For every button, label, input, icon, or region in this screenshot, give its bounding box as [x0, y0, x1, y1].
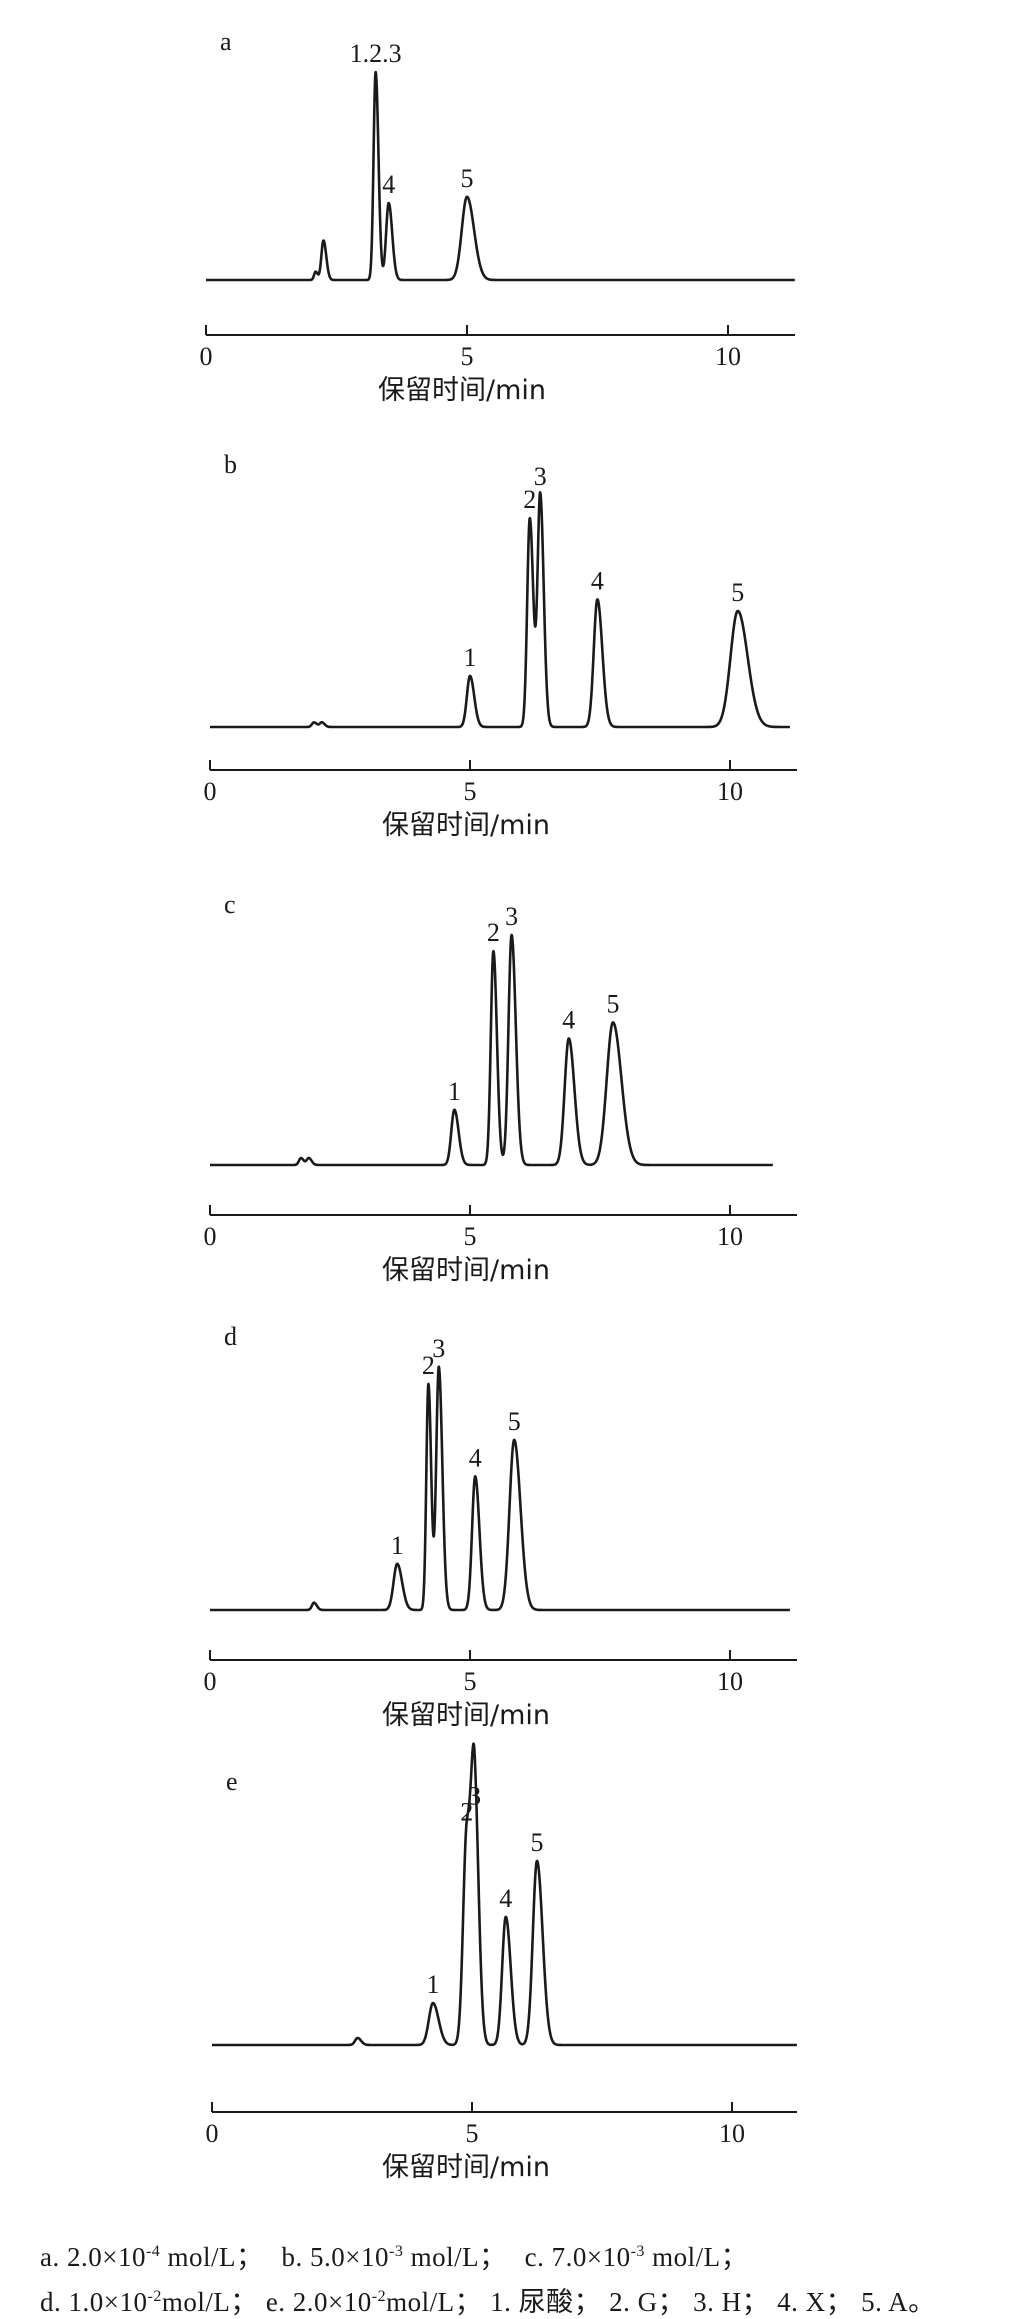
- peak-label-d-3: 3: [432, 1334, 445, 1363]
- caption-line-2: d. 1.0×10-2mol/L； e. 2.0×10-2mol/L； 1. 尿酸；…: [40, 2280, 1020, 2319]
- caption-item: b. 5.0×10-3 mol/L；: [281, 2242, 507, 2272]
- chromatogram-trace-e: [210, 1742, 798, 2047]
- peak-label-b-5: 5: [731, 578, 744, 607]
- caption-item: d. 1.0×10-2mol/L；: [40, 2287, 258, 2317]
- x-tick-label-d-10: 10: [717, 1667, 743, 1696]
- peak-label-b-4: 4: [591, 566, 604, 595]
- chart-panel-a: 1.2.3 4 5 a 0 5 10 保留时间/min: [200, 27, 796, 406]
- x-tick-label-a-10: 10: [715, 342, 741, 371]
- panel-letter-e: e: [226, 1767, 238, 1796]
- peak-label-d-4: 4: [469, 1443, 482, 1472]
- x-axis-label-a: 保留时间/min: [378, 375, 546, 406]
- chromatogram-trace-a: [204, 70, 796, 282]
- caption-exponent: -4: [145, 2243, 161, 2260]
- caption-exponent: -3: [389, 2243, 404, 2260]
- x-tick-label-b-10: 10: [717, 777, 743, 806]
- x-tick-label-e-0: 0: [206, 2119, 219, 2148]
- caption-exponent: -2: [147, 2288, 162, 2305]
- peak-label-a-4: 4: [382, 170, 395, 199]
- caption-item: a. 2.0×10-4 mol/L；: [40, 2242, 264, 2272]
- caption-item: 3. H；: [693, 2287, 770, 2317]
- x-axis-label-d: 保留时间/min: [382, 1700, 550, 1731]
- peak-label-e-3: 3: [468, 1781, 481, 1810]
- x-tick-label-b-5: 5: [464, 777, 477, 806]
- peak-label-c-1: 1: [448, 1077, 461, 1106]
- caption-item: 1. 尿酸；: [490, 2287, 602, 2317]
- peak-label-c-5: 5: [607, 989, 620, 1018]
- caption-item: 2. G；: [609, 2287, 686, 2317]
- peak-label-c-3: 3: [505, 902, 518, 931]
- x-tick-label-a-0: 0: [200, 342, 213, 371]
- panel-letter-d: d: [224, 1322, 237, 1351]
- caption-item: e. 2.0×10-2mol/L；: [265, 2287, 483, 2317]
- peak-label-e-4: 4: [499, 1884, 512, 1913]
- x-tick-label-c-0: 0: [204, 1222, 217, 1251]
- panel-letter-c: c: [224, 890, 236, 919]
- x-tick-label-e-10: 10: [719, 2119, 745, 2148]
- peak-label-d-1: 1: [391, 1531, 404, 1560]
- x-tick-label-b-0: 0: [204, 777, 217, 806]
- panel-letter-a: a: [220, 27, 232, 56]
- peak-label-a-1.2.3: 1.2.3: [350, 39, 402, 68]
- x-tick-label-e-5: 5: [466, 2119, 479, 2148]
- peak-label-c-2: 2: [487, 918, 500, 947]
- x-axis-label-b: 保留时间/min: [382, 810, 550, 841]
- caption-line-1: a. 2.0×10-4 mol/L； b. 5.0×10-3 mol/L； c. 7…: [40, 2235, 1020, 2274]
- peak-label-e-2: 2: [460, 1798, 473, 1827]
- x-tick-label-c-10: 10: [717, 1222, 743, 1251]
- x-axis-label-e: 保留时间/min: [382, 2152, 550, 2183]
- x-tick-label-a-5: 5: [461, 342, 474, 371]
- x-tick-label-c-5: 5: [464, 1222, 477, 1251]
- x-tick-label-d-5: 5: [464, 1667, 477, 1696]
- caption-item: 5. A。: [861, 2287, 936, 2317]
- caption-item: 4. X；: [777, 2287, 854, 2317]
- chromatogram-trace-c: [208, 933, 774, 1167]
- caption-exponent: -3: [630, 2243, 645, 2260]
- chromatogram-trace-d: [208, 1365, 791, 1612]
- peak-label-b-3: 3: [534, 462, 547, 491]
- x-tick-label-d-0: 0: [204, 1667, 217, 1696]
- caption-item: c. 7.0×10-3 mol/L；: [524, 2242, 749, 2272]
- peak-label-c-4: 4: [562, 1006, 575, 1035]
- chromatogram-trace-b: [208, 491, 791, 729]
- x-axis-label-c: 保留时间/min: [382, 1255, 550, 1286]
- peak-label-d-2: 2: [422, 1351, 435, 1380]
- peak-label-b-2: 2: [523, 485, 536, 514]
- peak-label-d-5: 5: [508, 1407, 521, 1436]
- peak-label-e-5: 5: [531, 1828, 544, 1857]
- peak-label-e-1: 1: [427, 1970, 440, 1999]
- peak-label-a-5: 5: [461, 164, 474, 193]
- caption-exponent: -2: [371, 2288, 387, 2305]
- peak-label-b-1: 1: [464, 643, 477, 672]
- panel-letter-b: b: [224, 450, 237, 479]
